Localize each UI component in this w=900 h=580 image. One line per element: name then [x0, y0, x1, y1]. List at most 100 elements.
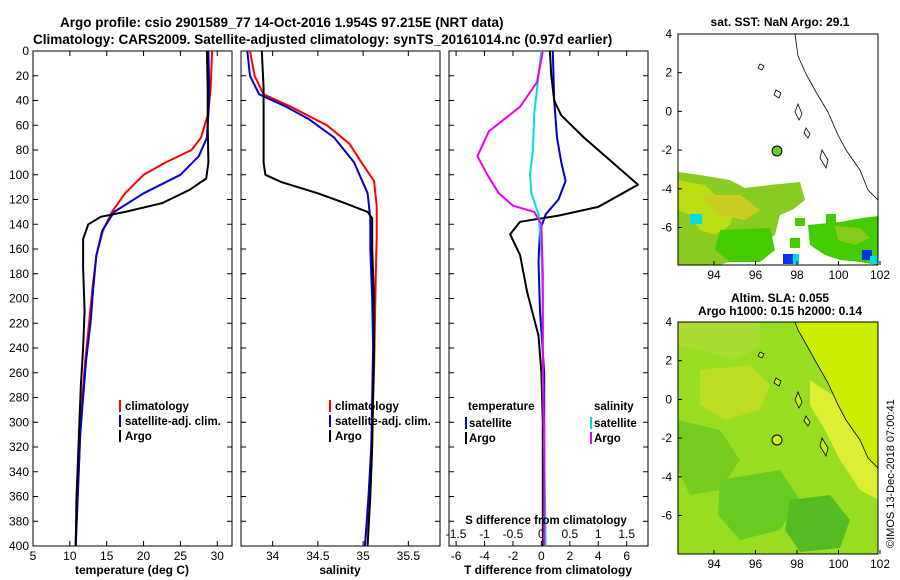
sst-cell: [790, 238, 800, 248]
depth-tick-label: 180: [9, 267, 29, 281]
sst-cell: [783, 254, 793, 264]
x-tick-label: 4: [595, 549, 602, 563]
sst-cell-region: [715, 228, 775, 262]
island-outline: [757, 63, 765, 71]
depth-tick-label: 220: [9, 316, 29, 330]
s-difference-tick-label: -1.5: [446, 527, 467, 541]
legend-label-argo: Argo: [335, 431, 362, 443]
sla-map-panel: Altim. SLA: 0.055 Argo h1000: 0.15 h2000…: [661, 291, 890, 571]
x-tick-label: 5: [30, 549, 37, 563]
map-lon-label: 102: [870, 557, 890, 571]
sst-map-lon-ticks: 94 96 98 100 102: [707, 261, 890, 282]
title-line-2: Climatology: CARS2009. Satellite-adjuste…: [33, 32, 612, 47]
island-outline: [819, 148, 829, 170]
t-difference-axis-label: T difference from climatology: [464, 563, 632, 577]
salinity-depth-ticks: [241, 50, 440, 547]
sst-cell: [690, 214, 702, 224]
map-lon-label: 100: [828, 557, 848, 571]
depth-axis-ticks: 0 20 40 60 80 100 120 140 160 180 200 220 240 260 280 3…: [9, 44, 232, 553]
legend-heading-temperature: temperature: [468, 401, 534, 413]
map-lon-label: 102: [870, 268, 890, 282]
sst-cell: [870, 256, 878, 264]
argo-float-marker: [771, 434, 783, 446]
map-lat-label: -2: [661, 431, 672, 445]
s-difference-axis-label: S difference from climatology: [465, 515, 627, 527]
legend-label-climatology: climatology: [125, 401, 190, 413]
map-lat-label: 4: [665, 27, 672, 41]
x-tick-label: 35: [356, 549, 370, 563]
x-tick-label: 2: [566, 549, 573, 563]
island-outline: [803, 127, 811, 139]
s-difference-tick-label: 1: [595, 527, 602, 541]
s-difference-axis-ticks: -1.5 -1 -0.5 0 0.5 1 1.5: [446, 527, 636, 541]
s-difference-tick-label: 1.5: [618, 527, 635, 541]
x-tick-label: 34: [266, 549, 280, 563]
x-tick-label: -6: [451, 549, 462, 563]
map-lon-label: 96: [749, 557, 763, 571]
depth-tick-label: 280: [9, 391, 29, 405]
sst-cell: [862, 250, 872, 260]
series-line-argo: [74, 50, 210, 547]
salinity-legend: climatology satellite-adj. clim. Argo: [329, 400, 431, 443]
argo-float-marker: [771, 145, 783, 157]
temperature-legend: climatology satellite-adj. clim. Argo: [119, 400, 221, 443]
legend-heading-salinity: salinity: [594, 401, 634, 413]
x-tick-label: 15: [100, 549, 114, 563]
x-tick-label: -4: [479, 549, 490, 563]
depth-tick-label: 80: [16, 143, 30, 157]
depth-tick-label: 140: [9, 217, 29, 231]
s-difference-tick-label: 0: [538, 527, 545, 541]
map-lat-label: 2: [665, 66, 672, 80]
map-lat-label: 2: [665, 354, 672, 368]
map-lon-label: 100: [828, 268, 848, 282]
s-difference-tick-label: -1: [479, 527, 490, 541]
depth-tick-label: 320: [9, 440, 29, 454]
depth-tick-label: 160: [9, 242, 29, 256]
sla-map-lat-ticks: 4 2 0 -2 -4 -6: [661, 315, 682, 523]
sst-map-lat-ticks: 4 2 0 -2 -4 -6: [661, 27, 682, 235]
salinity-axis-label: salinity: [319, 563, 361, 577]
series-line-temperature-satellite: [537, 50, 567, 546]
map-lat-label: -4: [661, 182, 672, 196]
map-lat-label: 0: [665, 392, 672, 406]
salinity-axis-ticks: 34 34.5 35 35.5: [266, 51, 420, 563]
depth-tick-label: 300: [9, 415, 29, 429]
sla-field-patch: [718, 470, 800, 540]
s-difference-tick-label: -0.5: [503, 527, 524, 541]
depth-tick-label: 260: [9, 366, 29, 380]
sst-cell-region: [700, 195, 760, 220]
legend-label-argo: Argo: [125, 431, 152, 443]
sla-field-patch: [810, 380, 878, 500]
temperature-axis-label: temperature (deg C): [75, 563, 189, 577]
legend-label-t-satellite: satellite: [469, 418, 512, 430]
depth-tick-label: 0: [22, 44, 29, 58]
depth-tick-label: 20: [16, 69, 30, 83]
temperature-axis-ticks: 5 10 15 20 25 30: [30, 51, 224, 563]
sla-map-title-1: Altim. SLA: 0.055: [731, 291, 829, 305]
difference-plot-frame: [448, 50, 649, 547]
x-tick-label: 6: [623, 549, 630, 563]
temperature-series-lines: [74, 50, 214, 547]
island-outline: [794, 102, 803, 121]
temperature-panel: 0 20 40 60 80 100 120 140 160 180 200 220 240 260 280 3…: [9, 44, 233, 577]
island-outline: [794, 390, 803, 409]
island-outline: [757, 351, 765, 359]
depth-tick-label: 380: [9, 514, 29, 528]
sla-field-patch: [678, 322, 760, 360]
legend-label-t-argo: Argo: [469, 433, 496, 445]
map-lon-label: 98: [790, 557, 804, 571]
depth-tick-label: 60: [16, 118, 30, 132]
map-lon-label: 94: [707, 557, 721, 571]
difference-legend: temperature satellite Argo salinity sate…: [465, 401, 637, 445]
island-outline: [819, 436, 829, 458]
sla-map-title-2: Argo h1000: 0.15 h2000: 0.14: [698, 304, 862, 318]
x-tick-label: 20: [137, 549, 151, 563]
map-lat-label: 0: [665, 104, 672, 118]
depth-tick-label: 120: [9, 193, 29, 207]
sla-field-patch: [700, 365, 770, 420]
legend-label-s-argo: Argo: [594, 433, 621, 445]
difference-panel: -6 -4 -2 0 2 4 6 -1.5 -1 -0.5 0 0.5 1 1.5 S differen…: [446, 50, 649, 577]
depth-tick-label: 100: [9, 168, 29, 182]
t-difference-axis-ticks: -6 -4 -2 0 2 4 6: [451, 51, 630, 563]
x-tick-label: 25: [174, 549, 188, 563]
